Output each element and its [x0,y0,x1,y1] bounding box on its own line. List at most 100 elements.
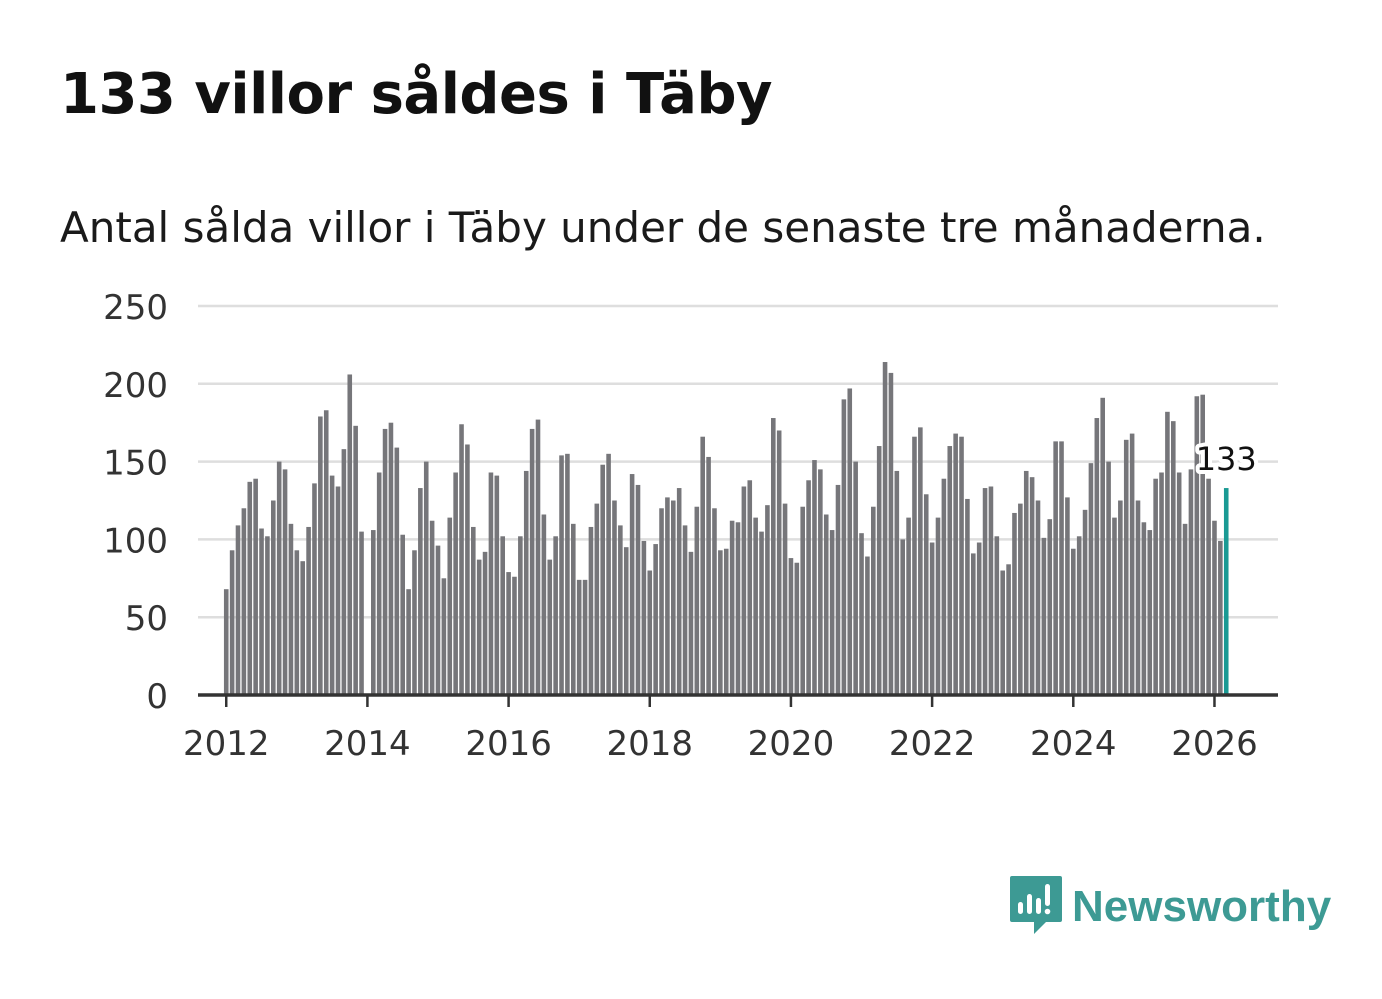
newsworthy-logo-icon [1010,876,1062,934]
bar [712,508,717,695]
bar [1218,540,1223,695]
bar [406,589,411,695]
bar [800,506,805,695]
bar [571,523,576,695]
bar [318,416,323,695]
bar [723,548,729,695]
bar [718,550,723,695]
bar [929,542,935,695]
bar [941,478,947,695]
x-tick-label: 2024 [1030,724,1117,764]
bar [535,419,541,695]
bar [447,517,453,695]
bar [1029,477,1035,695]
bar [612,500,617,695]
bar [547,559,553,695]
bar [341,449,347,695]
bar [1141,522,1147,695]
bar [665,497,670,695]
bar-chart: 0 50 100 150 200 250 133 2012 2014 2016 2018 2020 20… [103,288,1278,764]
x-tick-label: 2016 [465,724,552,764]
bar [229,550,235,695]
bar [506,572,511,695]
bar [882,362,888,695]
chart-title: 133 villor såldes i Täby [60,62,773,127]
y-tick-label: 250 [103,288,168,328]
highlight-bar-label: 133 [1196,440,1257,478]
bar [300,561,305,695]
bar [682,525,688,695]
bar [918,427,923,695]
bar [423,461,429,695]
bar [1006,564,1011,695]
bar [747,480,753,695]
bar [1200,394,1205,695]
bar [923,494,929,695]
bar [635,484,641,695]
bar [582,579,588,695]
bar [629,474,635,695]
bar [559,455,564,695]
bar [1059,441,1064,695]
bar [347,374,353,695]
bar [1212,520,1217,695]
bar [641,540,647,695]
bar [829,530,835,695]
bar [476,559,482,695]
bar [959,436,964,695]
bar [965,498,970,695]
bar [694,506,700,695]
bar [671,500,676,695]
bar [282,469,288,695]
highlight-bar [1223,488,1229,695]
bar [659,508,664,695]
bar [359,531,364,695]
bar [453,472,458,695]
bar [1082,509,1088,695]
x-tick-label: 2018 [606,724,693,764]
bar [1018,503,1023,695]
bar [1153,478,1158,695]
bar [823,514,829,695]
bar [688,551,694,695]
bar [806,480,811,695]
x-tick-label: 2020 [748,724,835,764]
bar [600,464,605,695]
bar [1053,441,1058,695]
bar [335,486,341,695]
bar [306,526,311,695]
bar [1206,478,1211,695]
bar [235,525,241,695]
bar [700,436,705,695]
bar [471,526,476,695]
bar [523,470,529,695]
bar [759,531,764,695]
bar [1123,439,1129,695]
bar [541,514,547,695]
bar [435,545,441,695]
bar [1147,530,1153,695]
bar [429,520,435,695]
x-tick-label: 2012 [183,724,270,764]
bar [441,578,447,695]
y-tick-label: 150 [103,444,168,484]
bar [276,461,282,695]
bar [871,506,876,695]
bar [623,547,629,695]
bar [706,456,711,695]
bar [529,428,535,695]
bar [418,488,423,695]
bar [259,528,264,695]
bar [1065,497,1070,695]
bar [1012,512,1017,695]
bar [394,447,400,695]
bar [553,536,558,695]
bar [953,433,958,695]
bar [618,525,623,695]
bar [1041,537,1047,695]
bar [1182,523,1188,695]
bar [982,488,988,695]
bar [888,372,894,695]
bar [1100,397,1105,695]
bar [1118,500,1123,695]
